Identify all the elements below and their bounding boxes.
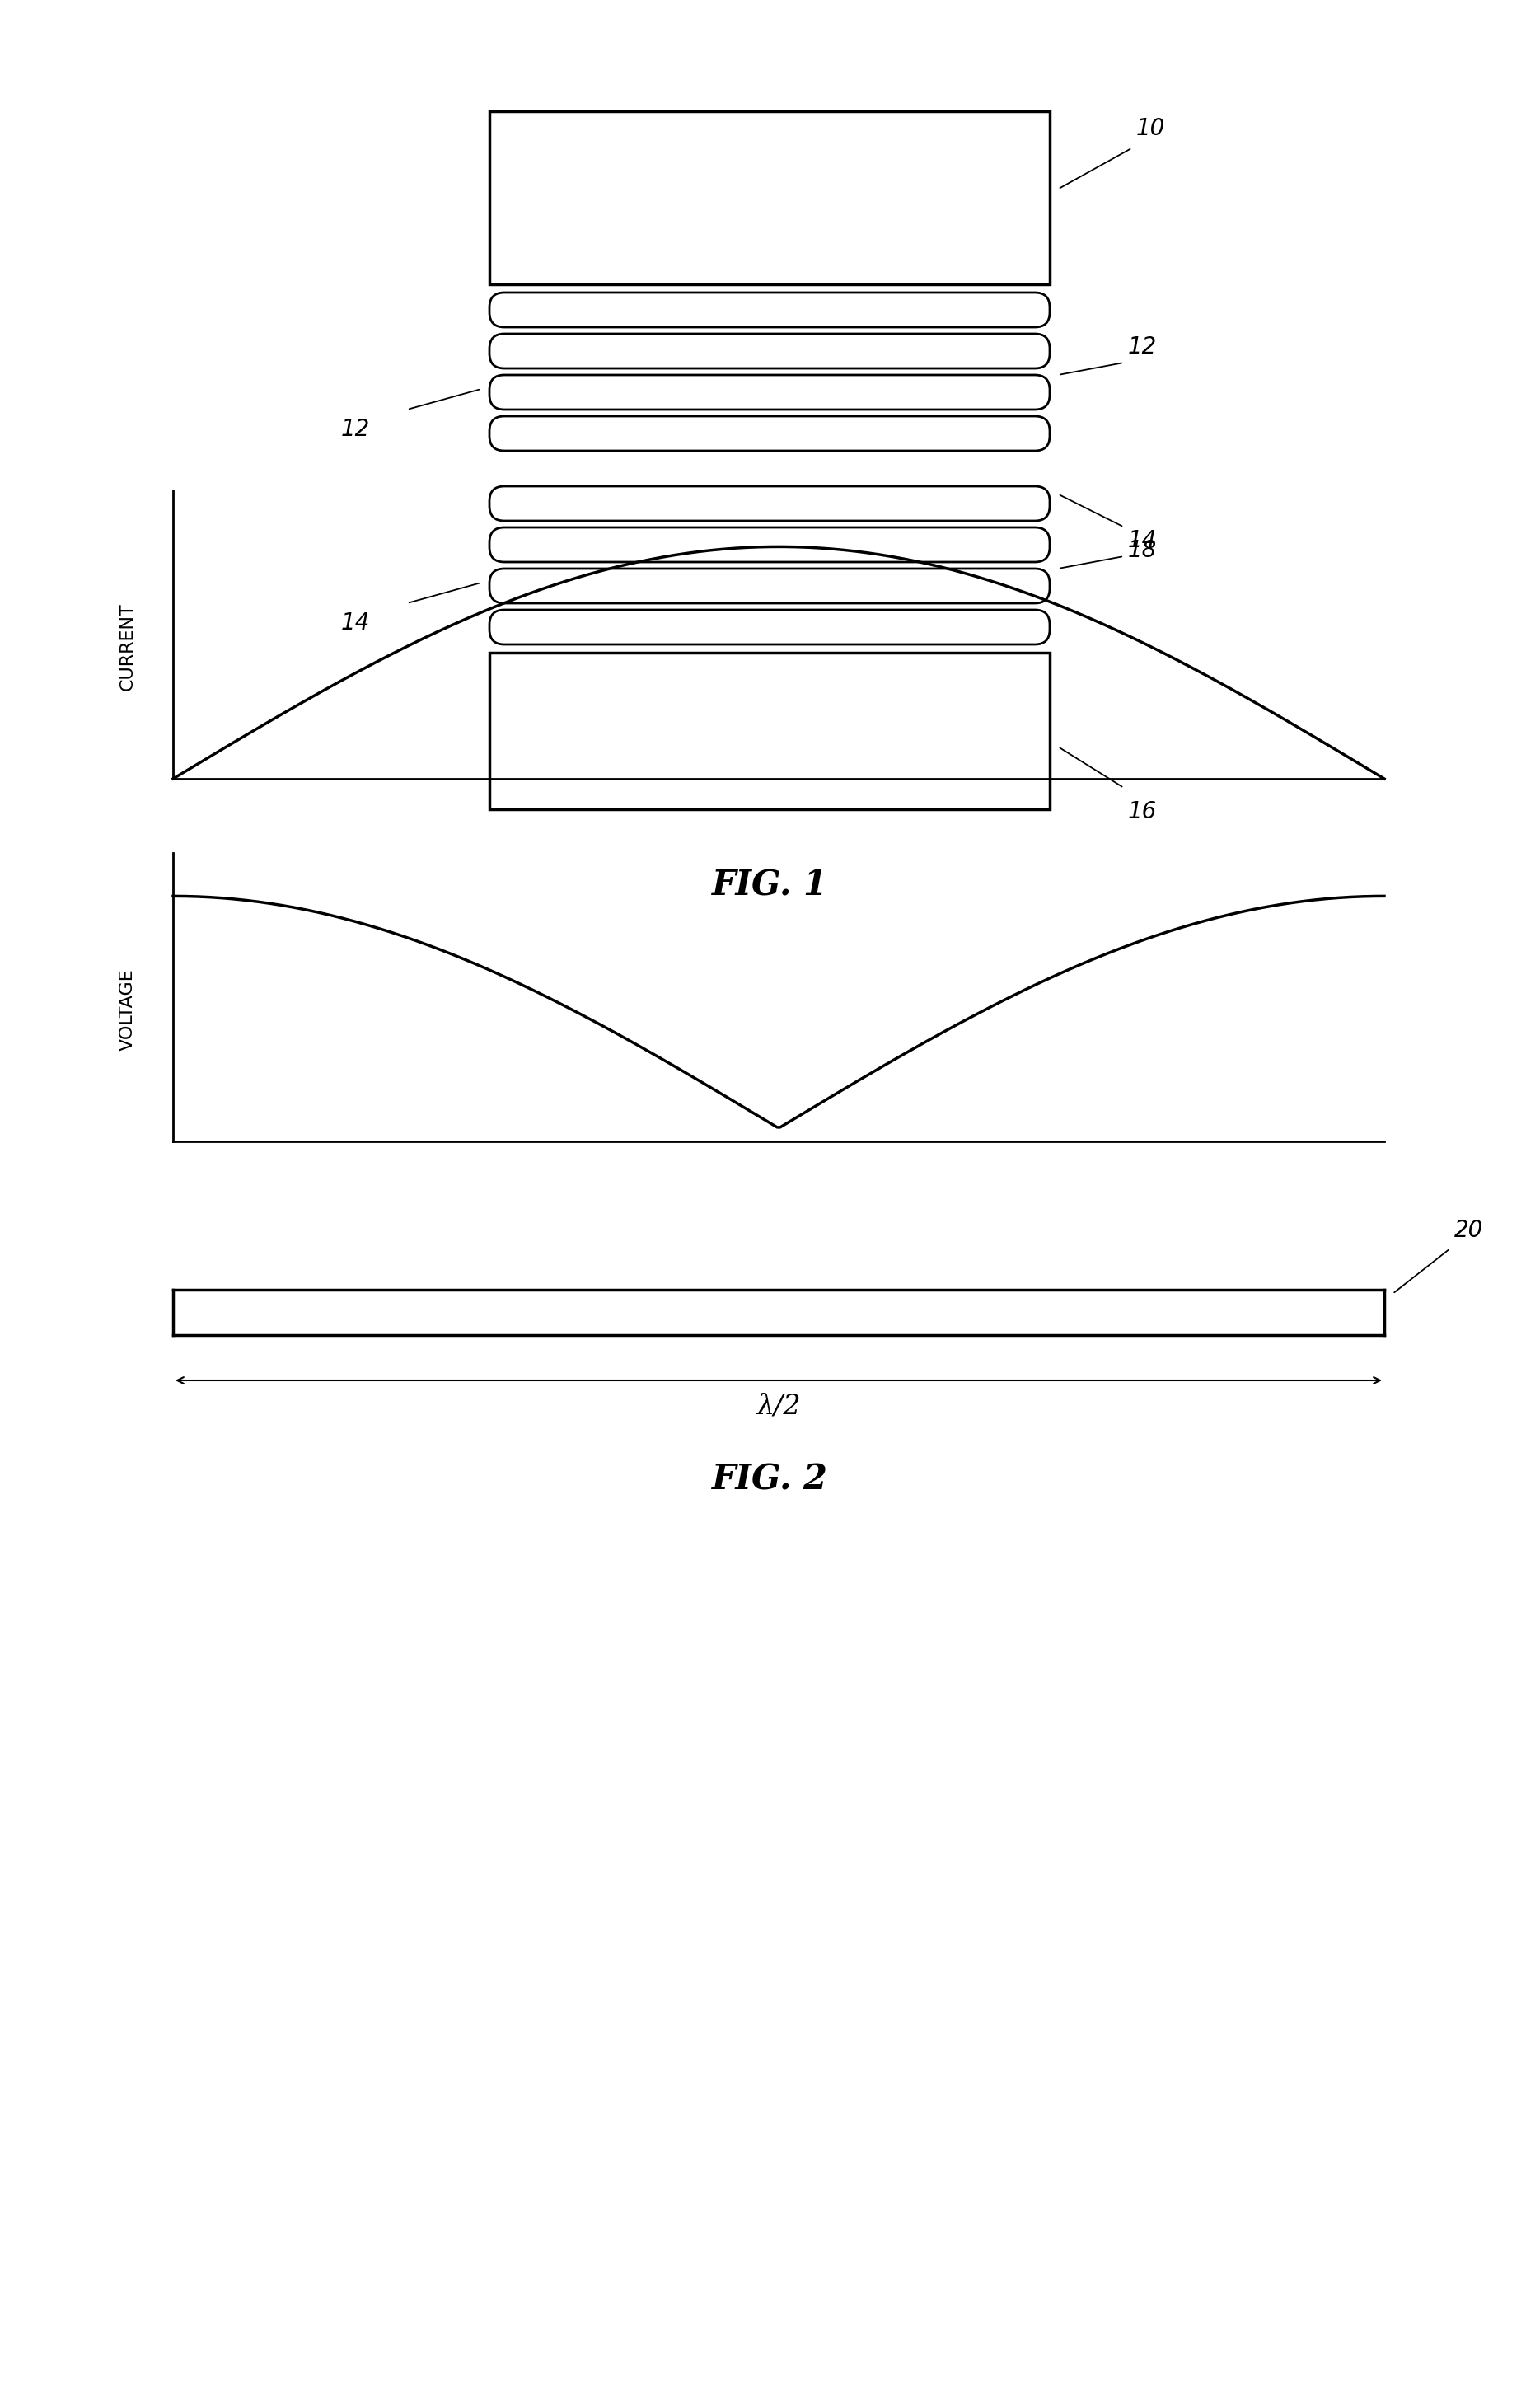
- FancyBboxPatch shape: [490, 527, 1050, 563]
- FancyBboxPatch shape: [490, 417, 1050, 450]
- Text: CURRENT: CURRENT: [120, 603, 136, 692]
- Text: λ/2: λ/2: [756, 1393, 801, 1420]
- Text: FIG. 1: FIG. 1: [711, 867, 827, 903]
- Text: 18: 18: [1127, 539, 1157, 563]
- Text: 12: 12: [342, 419, 370, 440]
- FancyBboxPatch shape: [490, 376, 1050, 409]
- FancyBboxPatch shape: [490, 610, 1050, 644]
- Text: VOLTAGE: VOLTAGE: [120, 970, 136, 1051]
- Text: 10: 10: [1137, 117, 1166, 139]
- FancyBboxPatch shape: [490, 333, 1050, 369]
- Text: 16: 16: [1127, 800, 1157, 824]
- Text: 12: 12: [1127, 335, 1157, 359]
- Text: FIG. 2: FIG. 2: [711, 1463, 827, 1496]
- Text: 14: 14: [342, 610, 370, 634]
- Bar: [490, 110, 1050, 285]
- FancyBboxPatch shape: [490, 292, 1050, 328]
- Text: 20: 20: [1454, 1219, 1483, 1242]
- Bar: [490, 654, 1050, 809]
- FancyBboxPatch shape: [490, 570, 1050, 603]
- FancyBboxPatch shape: [490, 486, 1050, 522]
- Text: 14: 14: [1127, 529, 1157, 553]
